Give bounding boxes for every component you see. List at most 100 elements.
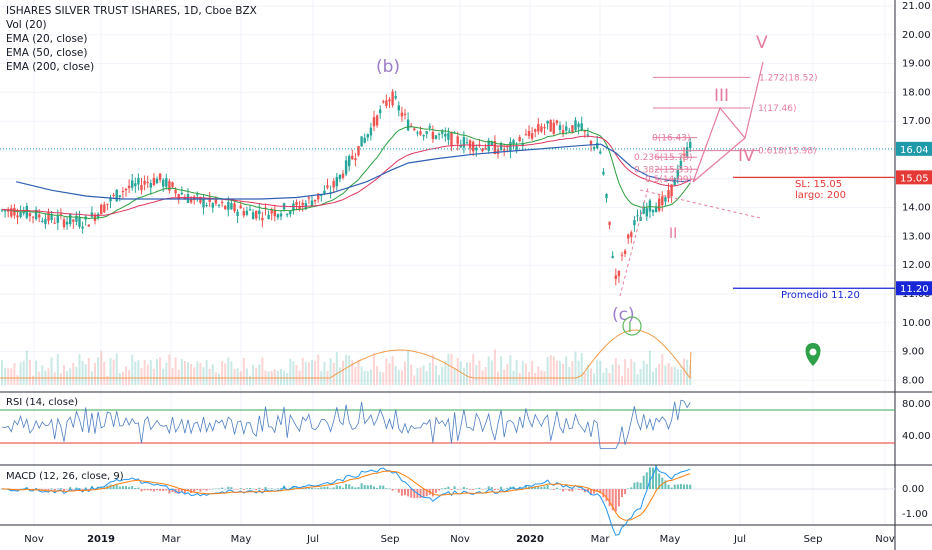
indicator-ema200[interactable]: EMA (200, close): [6, 61, 95, 73]
candle-body: [410, 125, 413, 127]
candle-body: [481, 148, 484, 152]
candle-body: [106, 203, 109, 205]
candle-body: [484, 147, 487, 150]
volume-bar: [503, 369, 506, 385]
indicator-ema20[interactable]: EMA (20, close): [6, 33, 88, 45]
macd-histogram-bar: [149, 489, 152, 491]
stop-loss-badge-bg: [896, 170, 932, 185]
macd-histogram-bar: [242, 489, 245, 490]
macd-histogram-bar: [645, 472, 648, 489]
candle-body: [93, 214, 97, 221]
volume-bar: [580, 353, 583, 385]
volume-bar: [196, 361, 199, 385]
candle-body: [112, 194, 115, 196]
volume-bar: [78, 354, 81, 385]
macd-histogram-bar: [559, 488, 561, 490]
candle-body: [183, 196, 187, 200]
candle-body: [518, 136, 521, 142]
time-tick: Mar: [591, 534, 611, 545]
macd-histogram-bar: [456, 489, 459, 490]
volume-bar: [586, 364, 589, 385]
macd-histogram-bar: [605, 489, 608, 502]
volume-bar: [552, 356, 555, 385]
macd-histogram-bar: [571, 489, 574, 492]
volume-bar: [25, 350, 28, 385]
candle-body: [338, 174, 342, 179]
macd-histogram-bar: [537, 486, 540, 489]
volume-bar: [348, 355, 351, 385]
macd-title[interactable]: MACD (12, 26, close, 9): [6, 471, 124, 482]
volume-bar: [1, 360, 3, 385]
volume-bar: [289, 358, 292, 385]
candle-body: [465, 142, 469, 144]
time-tick: 2019: [87, 534, 115, 545]
volume-bar: [354, 366, 357, 385]
macd-histogram-bar: [366, 485, 369, 489]
macd-histogram-bar: [679, 484, 682, 489]
volume-bar: [373, 353, 375, 385]
macd-histogram-bar: [75, 487, 78, 489]
indicator-vol[interactable]: Vol (20): [6, 19, 47, 31]
macd-histogram-bar: [221, 487, 224, 489]
fib-236-label: 0.236(15.75): [634, 153, 693, 163]
volume-bar: [658, 363, 661, 385]
volume-bar: [72, 362, 75, 385]
volume-bar: [376, 366, 379, 385]
candle-body: [25, 206, 28, 218]
candle-body: [599, 151, 602, 154]
candle-body: [372, 117, 376, 127]
wave-c-label: (c): [612, 305, 635, 325]
macd-histogram-bar: [500, 486, 503, 489]
macd-histogram-bar: [683, 484, 685, 489]
volume-bar: [261, 357, 264, 385]
volume-bar: [590, 368, 592, 385]
volume-bar: [438, 374, 441, 385]
candle-body: [50, 214, 53, 220]
candle-body: [310, 200, 314, 206]
macd-histogram-bar: [72, 489, 75, 490]
macd-histogram-bar: [667, 484, 670, 489]
price-tick: 18.00: [902, 87, 931, 98]
macd-histogram-bar: [202, 489, 205, 490]
candle-body: [155, 178, 159, 184]
volume-bar: [242, 357, 245, 385]
volume-bar: [214, 372, 217, 385]
volume-bar: [134, 361, 137, 385]
macd-histogram-bar: [549, 488, 552, 490]
macd-histogram-bar: [676, 484, 679, 489]
volume-bar: [156, 358, 158, 385]
volume-bar: [447, 353, 450, 385]
macd-histogram-bar: [611, 489, 614, 511]
stop-loss-label: SL: 15.05: [795, 179, 842, 190]
candle-body: [400, 112, 404, 117]
candle-body: [441, 131, 444, 134]
volume-bar: [633, 362, 636, 385]
candle-body: [34, 209, 38, 220]
volume-bar: [109, 358, 112, 385]
price-tick: 8.00: [902, 375, 924, 386]
macd-histogram-bar: [137, 487, 140, 489]
chart-title: ISHARES SILVER TRUST ISHARES, 1D, Cboe B…: [6, 5, 257, 17]
macd-histogram-bar: [131, 486, 134, 489]
macd-histogram-bar: [506, 487, 509, 489]
macd-histogram-bar: [196, 489, 199, 491]
stop-loss-badge: 15.05: [900, 173, 929, 184]
macd-histogram-bar: [540, 486, 543, 489]
macd-histogram-bar: [81, 489, 84, 491]
indicator-ema50[interactable]: EMA (50, close): [6, 47, 88, 59]
macd-histogram-bar: [329, 488, 332, 489]
macd-histogram-bar: [354, 487, 357, 489]
volume-bar: [400, 370, 403, 385]
volume-bar: [118, 372, 121, 385]
volume-bar: [317, 354, 320, 385]
macd-histogram-bar: [658, 473, 661, 489]
macd-histogram-bar: [661, 477, 664, 489]
macd-histogram-bar: [193, 489, 196, 492]
candle-body: [202, 198, 205, 208]
macd-histogram-bar: [524, 485, 527, 489]
volume-bar: [487, 356, 490, 385]
time-tick: Sep: [804, 534, 823, 545]
rsi-title[interactable]: RSI (14, close): [6, 397, 79, 408]
macd-histogram-bar: [509, 486, 512, 489]
